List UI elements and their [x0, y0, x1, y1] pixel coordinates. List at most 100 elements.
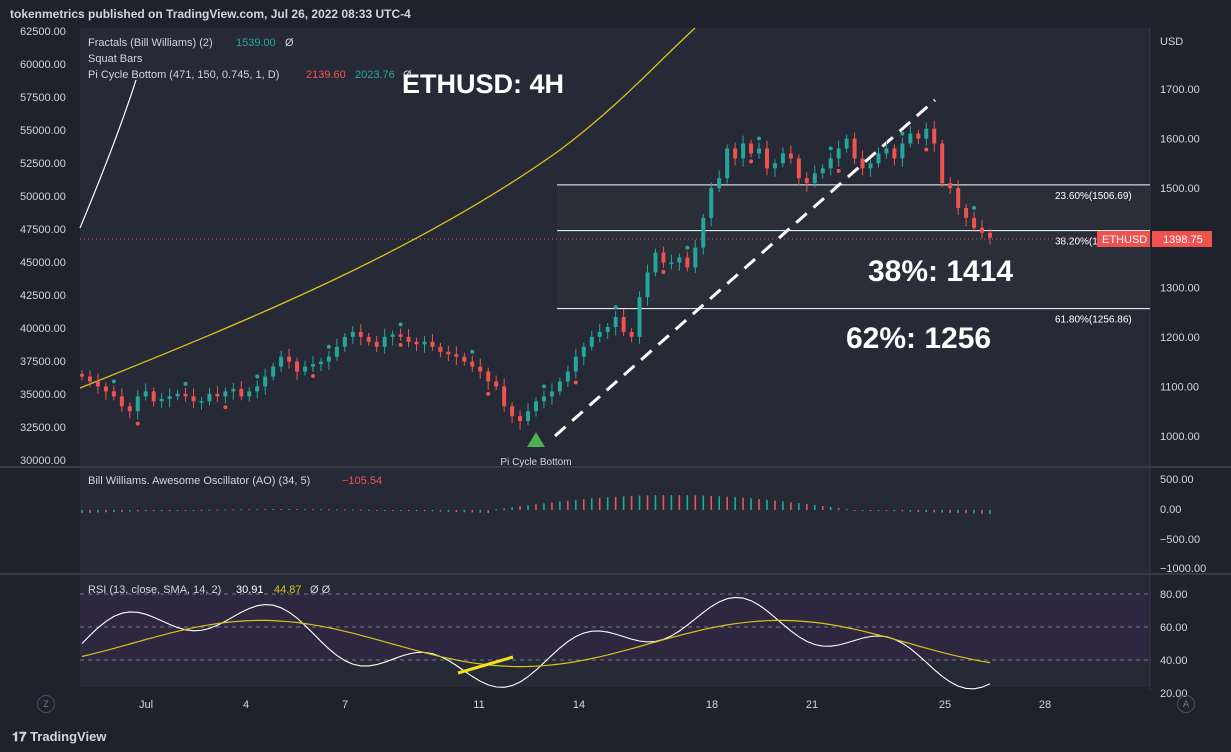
ao-bar	[646, 495, 649, 510]
left-tick-12: 32500.00	[20, 422, 66, 434]
goto-date-badge[interactable]: Z	[37, 695, 55, 713]
candle-body	[95, 381, 100, 387]
left-tick-9: 40000.00	[20, 323, 66, 335]
ao-bar	[447, 510, 450, 512]
fractal-up	[111, 379, 116, 384]
right-tick-0: 1700.00	[1160, 84, 1200, 96]
candle-body	[271, 366, 276, 377]
ao-bar	[941, 510, 944, 513]
ao-bar	[806, 504, 808, 510]
candle-body	[255, 386, 260, 392]
candle-body	[908, 133, 913, 144]
candle-body	[350, 331, 355, 337]
annotation-38: 38%: 1414	[868, 255, 1013, 288]
ao-bar	[622, 496, 625, 510]
candle-body	[605, 326, 610, 332]
fractal-up	[757, 136, 762, 141]
candle-body	[661, 252, 666, 263]
ao-bar	[89, 510, 91, 513]
fractal-up	[685, 245, 690, 250]
candle-body	[382, 336, 387, 347]
pi-bottom-marker	[527, 432, 545, 447]
ao-bar	[750, 498, 752, 510]
ao-bar	[742, 497, 744, 510]
ao-bar	[734, 497, 736, 510]
tradingview-logo[interactable]: 𝟏𝟕 TradingView	[12, 729, 106, 745]
candle-body	[215, 393, 220, 397]
candle-body	[581, 346, 586, 357]
candle-body	[757, 148, 762, 154]
tv-icon: 𝟏𝟕	[12, 729, 31, 744]
candle-body	[804, 178, 809, 184]
ao-bar	[989, 510, 991, 514]
candle-body	[127, 406, 132, 412]
ao-bar	[328, 509, 330, 511]
right-tick-1: 1600.00	[1160, 134, 1200, 146]
candle-body	[669, 262, 674, 264]
fib-label-1: 38.20%(1414.33)	[1055, 237, 1132, 248]
pi-cycle-white-line	[79, 79, 137, 229]
candle-body	[191, 396, 196, 402]
fib-levels: 23.60%(1506.69) 38.20%(1414.33) 61.80%(125…	[557, 184, 1150, 326]
candle-body	[526, 411, 531, 422]
candle-body	[964, 207, 969, 218]
ao-bar	[567, 500, 569, 510]
ao-bar	[901, 510, 904, 512]
pi-cycle-yellow-line	[79, 27, 696, 389]
price-tag-value-bg	[1152, 231, 1212, 247]
left-tick-3: 55000.00	[20, 125, 66, 137]
candle-body	[167, 396, 172, 399]
ao-bar	[519, 506, 521, 510]
ao-bar	[670, 495, 673, 510]
ao-bar	[535, 504, 537, 510]
left-tick-4: 52500.00	[20, 158, 66, 170]
x-tick-1: 4	[243, 699, 249, 711]
fractal-down	[310, 374, 315, 379]
candle-body	[406, 336, 411, 342]
candle-body	[573, 356, 578, 372]
ao-bar	[168, 510, 171, 511]
candle-body	[326, 356, 331, 362]
candle-body	[231, 388, 236, 392]
rsi-line	[81, 596, 991, 690]
fractal-down	[223, 405, 228, 410]
candle-body	[685, 257, 690, 268]
candle-body	[510, 406, 515, 417]
candle-body	[334, 346, 339, 357]
candle-body	[446, 351, 451, 355]
auto-scale-badge[interactable]: A	[1177, 695, 1195, 713]
ao-bar	[654, 495, 657, 510]
ao-bar	[128, 510, 131, 512]
ao-bar	[630, 495, 633, 510]
candle-body	[207, 393, 212, 402]
candle-body	[263, 376, 268, 387]
left-tick-1: 60000.00	[20, 59, 66, 71]
ao-histogram	[81, 495, 991, 514]
ao-bar	[336, 509, 338, 511]
legend-pi-value1: 2139.60	[306, 69, 346, 81]
candle-body	[295, 361, 300, 372]
rsi-ma-line	[81, 619, 991, 668]
candle-body	[733, 148, 738, 159]
fib-label-2: 61.80%(1256.86)	[1055, 315, 1132, 326]
ao-bar	[455, 510, 458, 512]
right-tick-4: 1300.00	[1160, 282, 1200, 294]
ao-bar	[352, 509, 354, 511]
candle-body	[988, 232, 992, 238]
ao-bar	[359, 509, 362, 511]
candle-body	[972, 217, 977, 228]
ao-bar	[845, 509, 848, 511]
legend-pi-label: Pi Cycle Bottom (471, 150, 0.745, 1, D)	[88, 69, 279, 81]
candle-body	[470, 361, 475, 367]
annotation-62: 62%: 1256	[846, 322, 991, 355]
fib-zone	[557, 185, 1150, 310]
ao-bar	[638, 495, 641, 510]
ao-bar	[606, 497, 609, 510]
ao-bar	[598, 497, 601, 510]
pi-bottom-label: Pi Cycle Bottom	[500, 457, 571, 468]
candle-body	[366, 336, 371, 342]
ao-bar	[487, 510, 490, 513]
left-tick-5: 50000.00	[20, 191, 66, 203]
rsi-tick-2: 40.00	[1160, 655, 1188, 667]
